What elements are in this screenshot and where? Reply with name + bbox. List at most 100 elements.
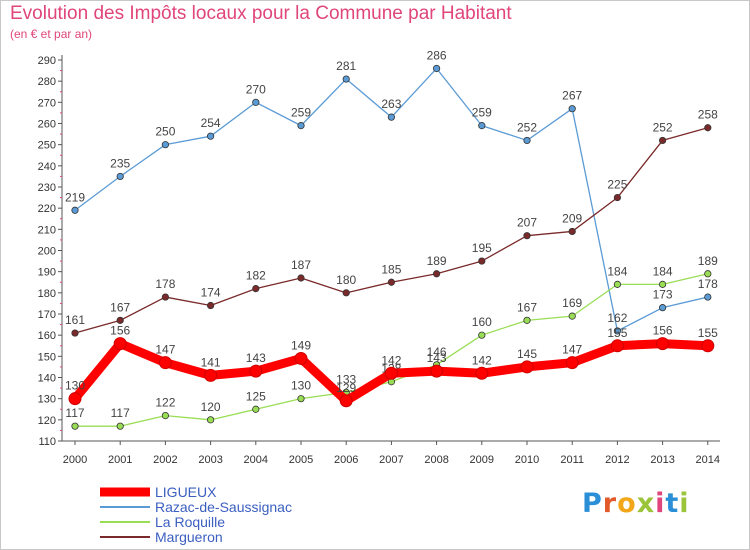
data-label: 156 xyxy=(110,324,130,338)
data-label: 142 xyxy=(472,353,492,367)
data-label: 143 xyxy=(246,351,266,365)
legend-label: La Roquille xyxy=(155,514,225,530)
logo-letter: P xyxy=(582,488,603,519)
data-label: 259 xyxy=(291,106,311,120)
data-point xyxy=(704,124,712,132)
logo-letter: t xyxy=(665,488,680,519)
data-point xyxy=(207,132,215,140)
data-point xyxy=(71,422,79,430)
data-label: 281 xyxy=(336,59,356,73)
data-point xyxy=(252,98,260,106)
x-tick-label: 2012 xyxy=(605,454,629,466)
data-point xyxy=(387,278,395,286)
data-point xyxy=(158,356,172,370)
data-point xyxy=(568,105,576,113)
series-razac-de-saussignac: 2192352502542702592812632862592522671621… xyxy=(65,48,718,335)
data-label: 189 xyxy=(427,254,447,268)
series-ligueux: 130 156 147 141 143 149 129 142 143 142 145 147 155 1… xyxy=(65,324,718,408)
data-label: 167 xyxy=(517,300,537,314)
data-label: 141 xyxy=(201,355,221,369)
data-point xyxy=(297,274,305,282)
data-point xyxy=(342,75,350,83)
data-label: 145 xyxy=(517,347,537,361)
data-label: 252 xyxy=(653,120,673,134)
x-tick-label: 2013 xyxy=(650,454,674,466)
x-tick-label: 2001 xyxy=(108,454,132,466)
y-tick-label: 290 xyxy=(38,55,56,67)
data-point xyxy=(523,232,531,240)
data-label: 155 xyxy=(607,326,627,340)
data-point xyxy=(432,270,441,278)
data-label: 160 xyxy=(472,315,492,329)
data-label: 173 xyxy=(653,288,673,302)
data-label: 263 xyxy=(381,97,401,111)
y-tick-label: 180 xyxy=(38,288,56,300)
data-label: 286 xyxy=(427,48,447,62)
data-point xyxy=(520,360,534,374)
data-point xyxy=(71,206,79,214)
data-label: 147 xyxy=(155,343,175,357)
data-point xyxy=(207,416,215,424)
data-label: 267 xyxy=(562,89,582,103)
series-margueron: 161 167 178 174 182 187 180 185 189 195 207 209 225 2… xyxy=(65,108,718,337)
data-point xyxy=(161,411,169,420)
x-tick-label: 2008 xyxy=(424,454,448,466)
data-label: 167 xyxy=(110,300,130,314)
data-point xyxy=(249,364,263,378)
legend-label: Margueron xyxy=(155,529,223,545)
data-label: 189 xyxy=(698,254,718,268)
data-point xyxy=(658,304,667,312)
data-label: 122 xyxy=(155,396,175,410)
data-point xyxy=(252,405,260,413)
series-line xyxy=(74,127,708,334)
data-label: 155 xyxy=(698,326,718,340)
logo-letter: i xyxy=(655,488,666,519)
data-label: 147 xyxy=(562,343,582,357)
data-point xyxy=(297,395,305,403)
series-layer: 2192352502542702592812632862592522671621… xyxy=(65,48,718,430)
legend-label: Razac-de-Saussignac xyxy=(155,499,292,515)
data-label: 120 xyxy=(201,400,221,414)
y-tick-label: 200 xyxy=(38,246,56,258)
data-point xyxy=(478,122,486,130)
y-tick-label: 140 xyxy=(38,373,56,385)
data-point xyxy=(523,136,531,145)
y-tick-label: 130 xyxy=(38,394,56,406)
legend-label: LIGUEUX xyxy=(155,484,217,500)
x-tick-label: 2002 xyxy=(153,454,177,466)
data-point xyxy=(656,337,670,351)
data-point xyxy=(113,337,127,351)
data-label: 117 xyxy=(65,406,84,420)
y-tick-label: 230 xyxy=(38,182,56,194)
data-label: 180 xyxy=(336,273,356,287)
data-point xyxy=(252,284,260,293)
data-point xyxy=(478,257,486,265)
data-label: 184 xyxy=(607,264,627,278)
logo-letter: x xyxy=(636,488,656,519)
data-point xyxy=(568,227,576,236)
logo-letter: r xyxy=(602,488,618,519)
x-tick-label: 2007 xyxy=(379,454,403,466)
data-point xyxy=(478,331,486,339)
data-point xyxy=(523,316,531,324)
data-label: 143 xyxy=(427,351,447,365)
data-point xyxy=(565,356,579,370)
data-point xyxy=(430,364,444,378)
data-label: 235 xyxy=(110,156,130,170)
logo-letter: o xyxy=(617,488,637,519)
data-point xyxy=(161,293,169,301)
chart-subtitle: (en € et par an) xyxy=(10,27,93,41)
x-tick-label: 2005 xyxy=(289,454,313,466)
data-point xyxy=(207,301,215,310)
data-label: 125 xyxy=(246,389,266,403)
x-tick-label: 2000 xyxy=(63,454,87,466)
data-point xyxy=(339,394,353,408)
data-label: 207 xyxy=(517,216,537,230)
data-point xyxy=(701,339,715,353)
y-tick-label: 110 xyxy=(38,436,56,448)
data-point xyxy=(658,280,667,288)
data-label: 178 xyxy=(698,277,718,291)
chart-title: Evolution des Impôts locaux pour la Comm… xyxy=(10,3,512,24)
data-label: 182 xyxy=(246,269,266,283)
